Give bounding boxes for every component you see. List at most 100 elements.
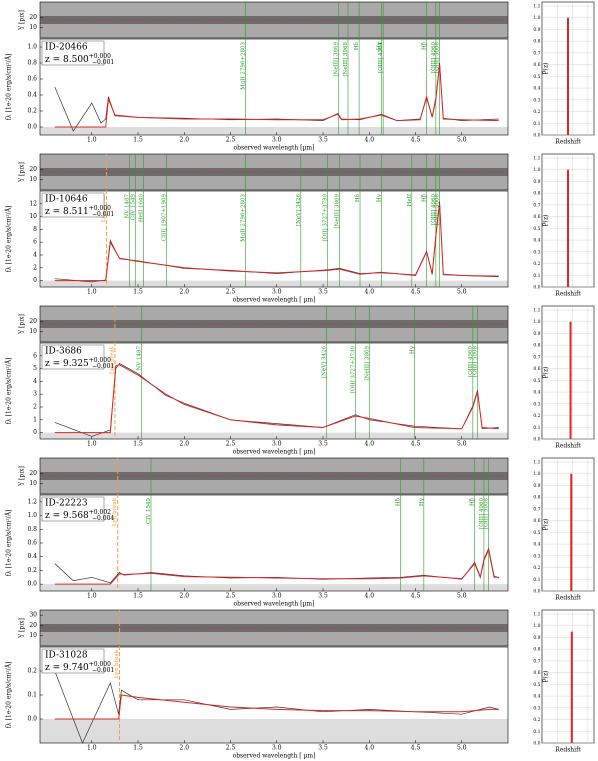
y-tick-label: 2 xyxy=(33,404,37,411)
plot-frame xyxy=(39,190,509,288)
y-tick-label: 0.0 xyxy=(27,124,37,131)
x-tick-label: 5.0 xyxy=(457,289,467,296)
redshift-err-up: +0.000 xyxy=(89,357,111,364)
y-tick-label: 1.0 xyxy=(27,512,37,519)
y-tick-label: 0.8 xyxy=(27,60,37,67)
pz-tick-label: 0.6 xyxy=(533,62,540,68)
x-tick-label: 1.5 xyxy=(133,441,143,448)
pz-tick-label: 0.7 xyxy=(533,658,540,664)
pz-tick-label: 0.4 xyxy=(533,238,540,244)
emission-line-label: [NeIII] 3968 xyxy=(343,42,349,77)
pz-tick-label: 1.0 xyxy=(533,623,540,629)
pz-tick-label: 1.1 xyxy=(533,4,540,10)
pz-tick-label: 0.3 xyxy=(533,705,540,711)
model-spectrum xyxy=(54,694,499,720)
x-tick-label: 1.5 xyxy=(133,593,143,600)
strip-tick-label: 10 xyxy=(29,632,37,639)
y-tick-label: 12 xyxy=(29,200,37,207)
emission-line-label: Hγ xyxy=(376,193,382,202)
x-tick-label: 1.0 xyxy=(87,137,97,144)
emission-line-label: [OIII] 5008 xyxy=(435,194,441,226)
redshift-label: z = 8.500+0.000 −0.001 xyxy=(45,53,114,66)
emission-line-label: [NeIII] 3869 xyxy=(335,194,341,229)
x-tick-label: 3.5 xyxy=(318,745,328,752)
strip-tick-label: 20 xyxy=(29,318,37,325)
redshift-value: z = 8.511 xyxy=(45,207,89,217)
pz-tick-label: 1.0 xyxy=(533,167,540,173)
strip-axis-label: Y [pix] xyxy=(19,466,26,487)
pz-tick-label: 0.1 xyxy=(533,273,540,279)
redshift-err-up: +0.000 xyxy=(89,205,111,212)
emission-line-label: NV 1487 xyxy=(125,194,131,219)
y-tick-label: 0.2 xyxy=(27,567,37,574)
x-axis-label: observed wavelength [ µm] xyxy=(233,297,316,304)
emission-line-label: [OIII] 5008 xyxy=(484,498,490,530)
x-tick-label: 2.0 xyxy=(180,593,190,600)
negative-region xyxy=(40,432,508,439)
object-id: ID-22223 xyxy=(45,499,88,509)
pz-tick-label: 0.9 xyxy=(533,331,540,337)
y-tick-label: 0.4 xyxy=(27,92,37,99)
x-tick-label: 2.5 xyxy=(226,441,236,448)
emission-line-label: [NeV] 3426 xyxy=(322,346,328,379)
emission-line-label: CIV 1549 xyxy=(130,194,136,221)
y-tick-label: 0.6 xyxy=(27,540,37,547)
emission-line-label: Hδ xyxy=(396,497,402,506)
pz-tick-label: 0.9 xyxy=(533,635,540,641)
model-spectrum xyxy=(54,64,499,128)
y-axis-label: fλ [1e-20 erg/s/cm²/Å] xyxy=(5,510,13,577)
strip-tick-label: 10 xyxy=(29,480,37,487)
pz-tick-label: 0.3 xyxy=(533,401,540,407)
pz-peak xyxy=(569,321,572,439)
x-tick-label: 3.0 xyxy=(272,441,282,448)
emission-line-label: CIV 1549 xyxy=(146,498,152,525)
pz-axis-label: P(z) xyxy=(543,671,550,683)
redshift-value: z = 8.500 xyxy=(45,55,89,65)
y-axis-label: fλ [1e-20 erg/s/cm²/Å] xyxy=(5,662,13,729)
emission-line-label: HeII xyxy=(407,194,413,206)
y-tick-label: 4 xyxy=(33,252,37,259)
pz-tick-label: 0.2 xyxy=(533,413,540,419)
pz-tick-label: 0.7 xyxy=(533,506,540,512)
redshift-label: z = 9.568+0.002 −0.004 xyxy=(45,509,114,522)
pz-axis-label: P(z) xyxy=(543,367,550,379)
redshift-err-down: −0.001 xyxy=(92,363,114,370)
negative-region xyxy=(40,719,508,743)
pz-tick-label: 0.3 xyxy=(533,249,540,255)
y-tick-label: 10 xyxy=(29,213,37,220)
pz-x-label: Redshift xyxy=(555,291,581,298)
emission-line-label: [OIII] 4960 xyxy=(479,498,485,530)
x-tick-label: 5.0 xyxy=(457,593,467,600)
emission-line-label: Hγ xyxy=(419,497,425,506)
x-tick-label: 2.5 xyxy=(226,593,236,600)
pz-tick-label: 0.6 xyxy=(533,366,540,372)
strip-axis-label: Y [pix] xyxy=(19,10,26,31)
pz-frame xyxy=(541,305,595,440)
redshift-label: z = 8.511+0.000 −0.001 xyxy=(45,205,114,218)
pz-frame xyxy=(541,457,595,592)
pz-tick-label: 0.0 xyxy=(533,589,540,595)
redshift-err-down: −0.004 xyxy=(92,515,114,522)
pz-tick-label: 1.1 xyxy=(533,460,540,466)
redshift-err-down: −0.001 xyxy=(92,59,114,66)
pz-tick-label: 0.7 xyxy=(533,50,540,56)
x-tick-label: 5.0 xyxy=(457,745,467,752)
emission-line-label: MgII 2796+2803 xyxy=(240,42,246,90)
x-axis-label: observed wavelength [ µm] xyxy=(233,753,316,760)
redshift-label: z = 9.325+0.000 −0.001 xyxy=(45,357,114,370)
pz-tick-label: 0.5 xyxy=(533,682,540,688)
strip-tick-label: 20 xyxy=(29,14,37,21)
strip-axis-label: Y [pix] xyxy=(19,618,26,639)
plot-frame xyxy=(39,342,509,440)
x-tick-label: 2.0 xyxy=(180,289,190,296)
y-tick-label: 3 xyxy=(33,391,37,398)
strip-tick-label: 10 xyxy=(29,24,37,31)
x-axis-label: observed wavelength [µm] xyxy=(234,145,315,152)
pz-tick-label: 0.3 xyxy=(533,97,540,103)
x-tick-label: 3.0 xyxy=(272,289,282,296)
x-tick-label: 2.5 xyxy=(226,137,236,144)
emission-line-label: CIII] 1907+1909 xyxy=(162,194,168,242)
emission-line-label: [NeV] 3426 xyxy=(296,194,302,227)
lya-break-label: Lyα break xyxy=(112,497,118,526)
pz-tick-label: 0.2 xyxy=(533,261,540,267)
